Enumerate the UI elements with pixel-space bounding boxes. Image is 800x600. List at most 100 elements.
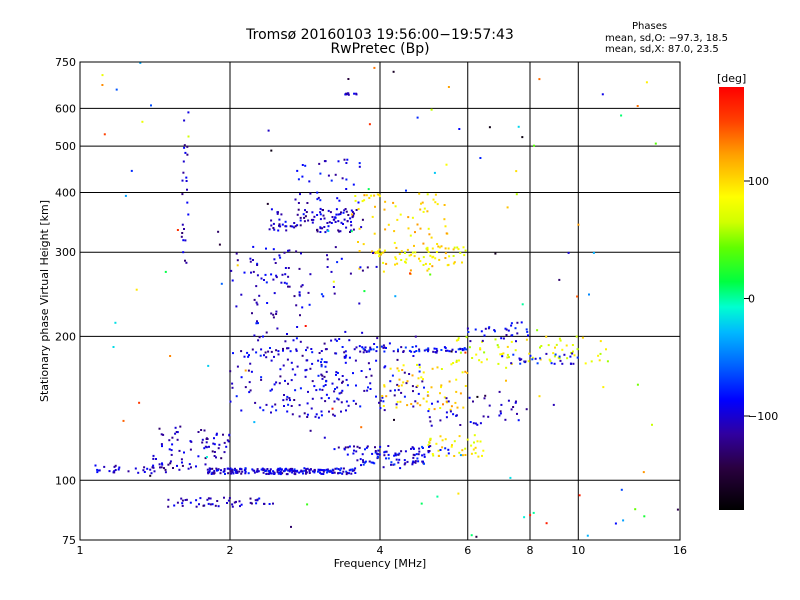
data-point — [251, 468, 254, 471]
data-point — [223, 469, 226, 472]
data-point — [481, 339, 484, 342]
data-point — [272, 502, 274, 505]
data-point — [265, 281, 268, 284]
data-point — [382, 270, 385, 273]
data-point — [351, 469, 354, 472]
data-point — [463, 254, 466, 257]
data-point — [432, 255, 435, 258]
data-point — [444, 257, 447, 259]
data-point — [389, 389, 392, 392]
data-point — [287, 382, 289, 385]
data-point — [514, 349, 517, 352]
data-point — [327, 209, 330, 212]
data-point — [375, 395, 377, 398]
data-point — [184, 259, 186, 262]
data-point — [387, 223, 390, 226]
data-point — [181, 193, 184, 196]
data-point — [305, 368, 308, 371]
data-point — [112, 346, 115, 348]
data-point — [487, 415, 490, 418]
data-point — [137, 471, 140, 474]
data-point — [264, 470, 267, 472]
y-tick-label: 75 — [62, 534, 76, 547]
data-point — [498, 414, 501, 417]
data-point — [362, 243, 365, 246]
data-point — [267, 350, 270, 353]
data-point — [371, 250, 374, 253]
data-point — [417, 453, 420, 456]
data-point — [311, 470, 314, 473]
data-point — [344, 93, 347, 96]
data-point — [322, 295, 325, 298]
data-point — [397, 388, 400, 391]
data-point — [184, 239, 187, 242]
data-point — [290, 525, 292, 528]
data-point — [286, 395, 289, 398]
data-point — [558, 355, 561, 358]
data-point — [437, 245, 440, 248]
data-point — [321, 388, 324, 391]
data-point — [348, 356, 351, 359]
data-point — [295, 349, 298, 352]
data-point — [181, 504, 184, 507]
data-point — [359, 458, 362, 461]
data-point — [337, 398, 340, 401]
data-point — [275, 313, 278, 315]
data-point — [437, 449, 440, 452]
data-point — [275, 349, 278, 352]
data-point — [455, 359, 458, 362]
data-point — [559, 359, 562, 362]
colorbar — [719, 87, 744, 510]
data-point — [354, 467, 357, 470]
data-point — [383, 366, 386, 369]
data-point — [450, 363, 453, 366]
data-point — [402, 350, 405, 353]
data-point — [185, 180, 188, 182]
data-point — [427, 444, 430, 446]
data-point — [207, 497, 210, 500]
data-point — [253, 298, 256, 301]
data-point — [236, 264, 239, 267]
data-point — [294, 470, 296, 472]
data-point — [525, 338, 528, 341]
data-point — [432, 454, 435, 457]
data-point — [571, 352, 574, 355]
data-point — [390, 463, 392, 466]
data-point — [201, 438, 204, 441]
data-point — [272, 278, 275, 281]
data-point — [467, 331, 470, 333]
data-point — [387, 445, 390, 447]
data-point — [455, 390, 458, 393]
data-point — [536, 329, 539, 332]
data-point — [327, 225, 330, 228]
data-point — [185, 176, 188, 179]
data-point — [362, 461, 365, 463]
data-point — [445, 416, 448, 419]
data-point — [300, 469, 303, 472]
data-point — [558, 278, 561, 281]
data-point — [310, 218, 313, 221]
data-point — [220, 469, 222, 472]
data-point — [287, 267, 290, 269]
data-point — [510, 324, 513, 327]
data-point — [421, 445, 424, 448]
data-point — [281, 472, 284, 475]
plot-frame — [79, 61, 681, 541]
data-point — [313, 215, 316, 218]
data-point — [199, 497, 202, 500]
data-point — [319, 227, 322, 230]
data-point — [252, 270, 255, 273]
data-point — [452, 262, 455, 265]
data-point — [392, 463, 395, 466]
data-point — [370, 461, 373, 464]
data-point — [510, 340, 513, 343]
data-point — [316, 230, 319, 233]
data-point — [278, 224, 280, 227]
data-point — [358, 345, 361, 348]
data-point — [561, 348, 564, 351]
data-point — [195, 505, 198, 508]
data-point — [453, 455, 456, 457]
data-point — [377, 449, 380, 452]
data-point — [280, 468, 283, 471]
